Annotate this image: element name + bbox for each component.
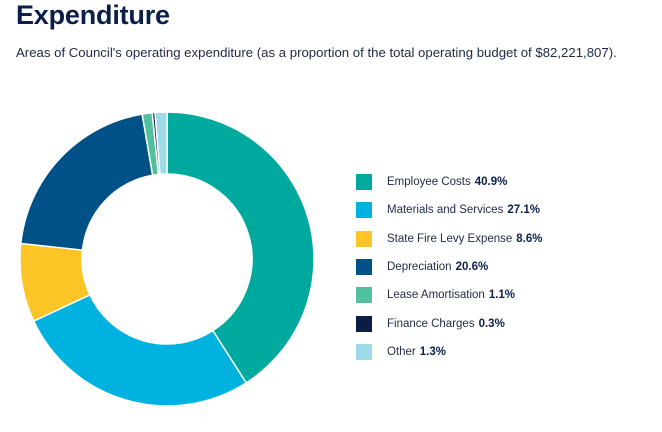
chart-legend: Employee Costs 40.9% Materials and Service… [356, 168, 656, 366]
legend-swatch [356, 343, 372, 360]
legend-item-depreciation: Depreciation 20.6% [356, 253, 656, 281]
legend-value: 20.6% [455, 261, 489, 274]
legend-value: 40.9% [474, 176, 508, 189]
legend-value: 1.3% [419, 345, 446, 358]
donut-slice-other [154, 111, 168, 176]
legend-label: State Fire Levy Expense [387, 232, 513, 245]
legend-label: Depreciation [387, 261, 452, 274]
legend-swatch [356, 202, 372, 219]
legend-item-state-fire-levy-expense: State Fire Levy Expense 8.6% [356, 225, 656, 253]
legend-swatch [356, 287, 372, 304]
chart-title: Expenditure [16, 0, 170, 30]
chart-subtitle: Areas of Council's operating expenditure… [16, 45, 617, 60]
legend-label: Lease Amortisation [387, 289, 485, 302]
legend-value: 27.1% [507, 204, 540, 217]
legend-item-other: Other 1.3% [356, 338, 656, 366]
legend-swatch [356, 315, 372, 332]
legend-value: 1.1% [488, 289, 516, 302]
legend-value: 0.3% [478, 317, 505, 330]
donut-slice-materials-and-services [32, 294, 247, 407]
legend-value: 8.6% [516, 232, 543, 245]
donut-slice-employee-costs [166, 111, 315, 384]
donut-slice-depreciation [20, 113, 154, 251]
legend-item-finance-charges: Finance Charges 0.3% [356, 309, 656, 337]
legend-label: Employee Costs [387, 176, 471, 189]
legend-label: Finance Charges [387, 317, 475, 330]
legend-item-lease-amortisation: Lease Amortisation 1.1% [356, 281, 656, 309]
legend-item-materials-and-services: Materials and Services 27.1% [356, 196, 656, 224]
legend-label: Other [387, 345, 416, 358]
legend-item-employee-costs: Employee Costs 40.9% [356, 168, 656, 196]
legend-swatch [356, 230, 372, 247]
legend-swatch [356, 259, 372, 276]
legend-swatch [356, 174, 372, 191]
legend-label: Materials and Services [387, 204, 504, 217]
